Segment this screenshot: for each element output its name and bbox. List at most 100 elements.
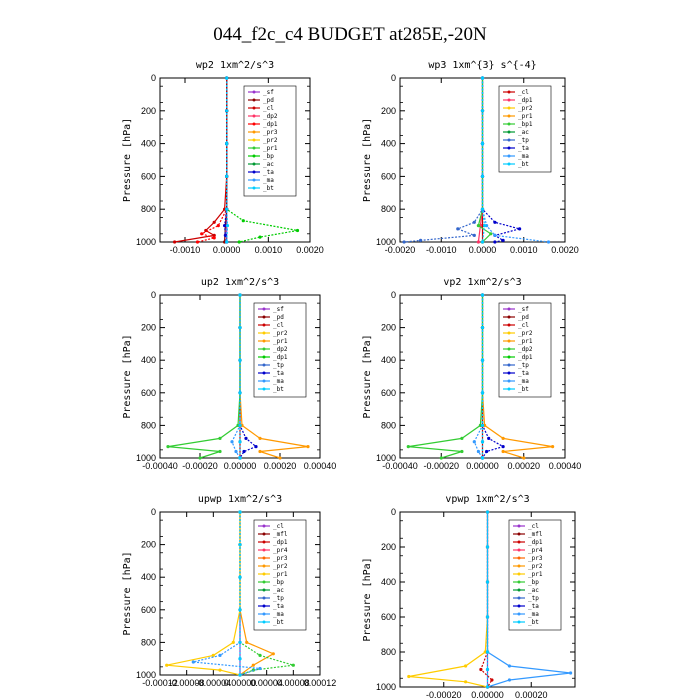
x-tick-label: -0.00020 [182,461,218,471]
y-tick-label: 0 [391,73,396,83]
series-point-pr1 [464,664,468,668]
legend-marker [252,98,256,102]
legend-entry: _ma [518,153,529,160]
legend-marker [507,130,511,134]
series-point-tp [456,227,460,231]
legend-entry: _pr1 [263,145,278,152]
legend-marker [262,355,266,359]
y-axis-label: Pressure [hPa] [122,334,133,418]
legend-marker [517,524,521,528]
series-point-dp2 [218,436,222,440]
series-point-bt [238,543,242,547]
legend-entry: _pr2 [518,105,533,112]
series-point-dp1 [490,678,494,682]
series-line-ma [231,295,241,459]
legend-entry: _ma [273,611,284,618]
y-tick-label: 200 [141,323,156,333]
series-point-bt [238,358,242,362]
x-tick-label: -0.00008 [169,678,205,688]
legend-entry: _ta [518,370,529,377]
legend-entry: _pd [273,314,284,321]
legend-marker [507,315,511,319]
series-point-pr1 [407,674,411,679]
series-point-dp2 [198,456,202,460]
plot-frame [159,77,311,243]
legend-entry: _ta [528,603,539,610]
y-tick-label: 0 [151,507,156,517]
series-point-ma [234,449,238,454]
y-tick-label: 1000 [136,237,156,247]
legend-marker [507,162,511,166]
y-tick-label: 800 [381,204,396,214]
legend-marker [507,339,511,343]
legend-marker [262,588,266,592]
series-point-bt [480,76,485,80]
series-point-dp2 [460,449,464,454]
y-tick-label: 200 [381,323,396,333]
series-point-bt [225,142,229,146]
legend-marker [507,122,511,126]
x-tick-label: -0.00020 [426,690,462,700]
legend-marker [507,347,511,351]
legend-marker [252,170,256,174]
series-point-bt [480,326,485,330]
y-tick-label: 600 [381,612,396,622]
y-axis-label: Pressure [hPa] [122,551,133,635]
y-axis-label: Pressure [hPa] [362,557,373,641]
series-point-tp [419,238,423,242]
series-point-bt [480,207,485,211]
series-point-bt [238,575,242,579]
legend-entry: _bt [263,185,274,192]
series-point-bt [225,109,229,113]
legend-entry: _ta [263,169,274,176]
y-tick-label: 400 [141,139,156,149]
y-tick-label: 600 [381,388,396,398]
series-line-ta [223,78,228,243]
y-tick-label: 200 [141,106,156,116]
panel-2: wp3 1xm^{3} s^{-4} Pressure [hPa] 0 200 400 6… [362,60,579,255]
series-point-pr1 [464,680,468,684]
legend-entry: _pr2 [273,563,288,570]
legend-entry: _pr4 [273,547,288,554]
legend-marker [252,122,256,126]
series-point-bt [225,76,229,80]
panel-1: wp2 1xm^2/s^3 Pressure [hPa] 0 200 400 600 800… [122,60,324,255]
legend-marker [507,355,511,359]
y-tick-label: 200 [381,542,396,552]
legend-entry: _tp [273,362,284,369]
legend-marker [252,146,256,150]
y-tick-label: 600 [141,171,156,181]
legend-marker [262,524,266,528]
legend-entry: _dp2 [273,346,288,353]
legend-entry: _pr3 [263,129,278,136]
series-point-cl [173,240,177,244]
legend-marker [517,580,521,584]
series-point-bt [238,673,242,677]
series-point-pr1 [551,445,555,449]
legend-marker [252,186,256,190]
series-line-pr1 [408,512,489,688]
series-line-dp1 [480,512,493,688]
series-point-bt [238,440,242,444]
figure-title: 044_f2c_c4 BUDGET at285E,-20N [213,24,487,45]
series-point-bt [480,423,485,427]
panel-5: upwp 1xm^2/s^3 Pressure [hPa] 0 200 400 600 80… [122,494,336,688]
series-point-bt [238,456,242,460]
series-point-bt [480,293,485,297]
series-point-ma [258,666,262,671]
legend-box [253,519,307,631]
legend-marker [517,556,521,560]
series-point-ta [244,436,248,440]
legend-marker [252,90,256,94]
y-tick-label: 600 [141,605,156,615]
series-point-dp1 [195,240,200,244]
legend-entry: _pr2 [518,330,533,337]
x-tick-label: -0.00020 [423,461,459,471]
y-tick-label: 1000 [136,453,156,463]
y-tick-label: 200 [141,540,156,550]
series-point-dp1 [216,224,220,228]
legend-entry: _pr1 [518,338,533,345]
panel-title: up2 1xm^2/s^3 [201,277,279,288]
legend-entry: _pr3 [273,555,288,562]
